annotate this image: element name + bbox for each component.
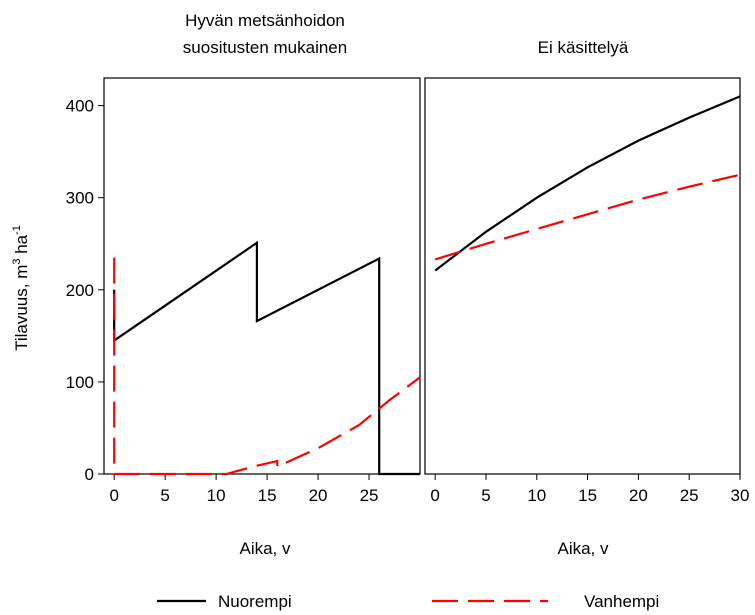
x-tick-label: 10 bbox=[207, 486, 226, 505]
series-line-nuorempi bbox=[434, 95, 741, 272]
x-tick-label: 0 bbox=[430, 486, 439, 505]
legend: Nuorempi Vanhempi bbox=[157, 592, 659, 611]
x-tick-label: 0 bbox=[109, 486, 118, 505]
y-axis-label-sup1: 3 bbox=[11, 259, 23, 265]
x-tick-label: 25 bbox=[360, 486, 379, 505]
panel-ei-kasittelya: 0 5 10 15 20 25 30 bbox=[424, 77, 750, 505]
legend-label-nuorempi: Nuorempi bbox=[218, 592, 292, 611]
plot-frame bbox=[424, 77, 741, 475]
panel2-title: Ei käsittelyä bbox=[538, 38, 629, 57]
legend-label-vanhempi: Vanhempi bbox=[584, 592, 659, 611]
x-tick-label: 10 bbox=[527, 486, 546, 505]
y-tick-label: 400 bbox=[66, 97, 94, 116]
x-tick-label: 30 bbox=[731, 486, 750, 505]
x-tick-label: 15 bbox=[258, 486, 277, 505]
y-tick-label: 100 bbox=[66, 373, 94, 392]
panel2-x-axis-label: Aika, v bbox=[557, 539, 609, 558]
plot-frame bbox=[103, 77, 421, 475]
panel-hyvan-metsanhoidon: 0 5 10 15 20 25 0 100 200 300 400 bbox=[66, 77, 421, 505]
series-line-vanhempi bbox=[434, 173, 741, 261]
panel1-title-line2: suositusten mukainen bbox=[183, 38, 347, 57]
x-tick-label: 20 bbox=[309, 486, 328, 505]
y-axis-label-sup2: -1 bbox=[11, 225, 23, 235]
y-tick-label: 0 bbox=[85, 465, 94, 484]
y-axis-label: Tilavuus, m3 ha-1 bbox=[11, 225, 31, 351]
x-tick-label: 5 bbox=[160, 486, 169, 505]
y-axis-label-mid: ha bbox=[12, 234, 31, 258]
y-tick-label: 300 bbox=[66, 189, 94, 208]
x-tick-label: 5 bbox=[481, 486, 490, 505]
panel1-x-axis-label: Aika, v bbox=[239, 539, 291, 558]
y-axis-label-main: Tilavuus, m bbox=[12, 265, 31, 351]
panel1-title-line1: Hyvän metsänhoidon bbox=[185, 11, 345, 30]
y-tick-label: 200 bbox=[66, 281, 94, 300]
series-line-nuorempi bbox=[113, 240, 420, 476]
x-tick-label: 20 bbox=[629, 486, 648, 505]
x-tick-label: 25 bbox=[680, 486, 699, 505]
series-line-vanhempi bbox=[113, 257, 421, 476]
x-tick-label: 15 bbox=[578, 486, 597, 505]
